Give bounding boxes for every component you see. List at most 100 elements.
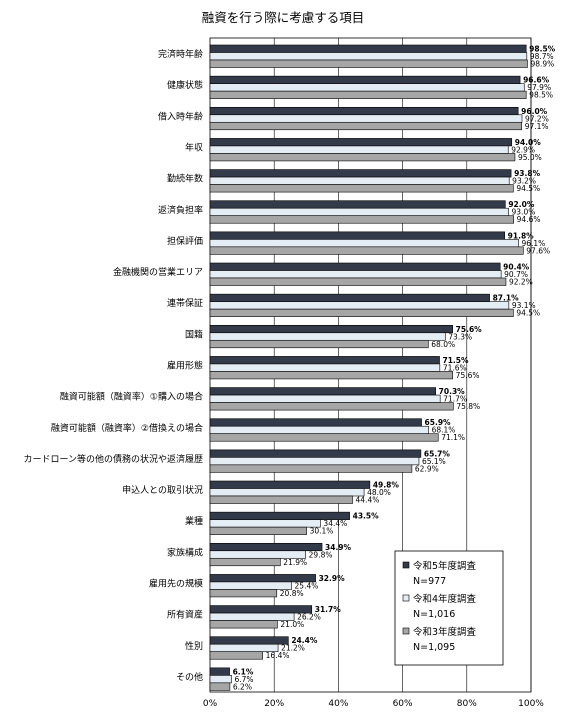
data-label: 97.2% xyxy=(525,114,549,123)
data-label: 16.4% xyxy=(266,651,290,660)
data-label: 6.1% xyxy=(233,667,254,676)
category-label: 金融機関の営業エリア xyxy=(113,266,203,278)
category-label: 担保評価 xyxy=(167,235,203,247)
bar xyxy=(209,231,505,240)
bar xyxy=(209,308,514,317)
bar xyxy=(209,402,454,411)
data-label: 6.7% xyxy=(235,675,254,684)
data-label: 21.2% xyxy=(281,644,305,653)
legend-swatch xyxy=(402,594,410,602)
category-label: 借入時年齢 xyxy=(158,110,203,122)
bar xyxy=(209,106,519,116)
data-label: 92.0% xyxy=(508,200,535,209)
data-label: 65.9% xyxy=(425,418,452,427)
data-label: 71.7% xyxy=(443,395,467,404)
bar xyxy=(209,169,512,178)
data-label: 65.7% xyxy=(424,449,451,458)
data-label: 94.5% xyxy=(516,184,540,193)
data-label: 98.5% xyxy=(529,91,553,100)
category-label: その他 xyxy=(176,671,203,683)
bar xyxy=(209,207,509,217)
bar xyxy=(209,121,522,131)
x-tick-label: 20% xyxy=(264,699,284,709)
bar xyxy=(209,675,232,684)
data-label: 98.5% xyxy=(529,45,556,54)
data-label: 97.1% xyxy=(525,122,549,131)
bar xyxy=(209,277,507,286)
bar xyxy=(209,44,527,53)
bar xyxy=(209,636,289,645)
bar xyxy=(209,542,323,552)
bar xyxy=(209,90,527,99)
x-tick-label: 60% xyxy=(393,699,413,709)
data-label: 97.9% xyxy=(527,83,551,92)
bar xyxy=(209,464,413,473)
bar xyxy=(209,138,513,147)
bar xyxy=(209,301,510,310)
bar xyxy=(209,394,441,403)
category-label: 健康状態 xyxy=(167,79,203,91)
data-label: 43.5% xyxy=(353,512,380,521)
bar xyxy=(209,519,321,528)
x-tick-label: 100% xyxy=(518,699,544,709)
legend: 令和5年度調査 N=977 令和4年度調査 N=1,016 令和3年度調査 N=1,095 xyxy=(394,550,504,666)
category-label: 申込人との取引状況 xyxy=(122,484,203,496)
legend-box xyxy=(394,550,504,666)
bar xyxy=(209,83,525,92)
data-label: 93.1% xyxy=(512,301,536,310)
data-label: 96.0% xyxy=(521,107,548,116)
category-label: 連帯保証 xyxy=(167,297,203,309)
category-label: 国籍 xyxy=(185,328,203,340)
bar xyxy=(209,176,510,185)
category-label: 完済時年齢 xyxy=(158,48,203,60)
data-label: 34.9% xyxy=(325,543,352,552)
category-label: 業種 xyxy=(185,515,203,527)
data-label: 21.0% xyxy=(280,620,304,629)
category-labels: 完済時年齢健康状態借入時年齢年収勤続年数返済負担率担保評価金融機関の営業エリア連… xyxy=(23,48,203,683)
bar xyxy=(209,52,528,61)
bar xyxy=(209,589,278,598)
chart-title: 融資を行う際に考慮する項目 xyxy=(202,10,365,25)
bar xyxy=(209,75,521,84)
data-label: 65.1% xyxy=(422,457,446,466)
category-label: 家族構成 xyxy=(167,546,203,558)
bar xyxy=(209,387,436,396)
bar xyxy=(209,557,281,567)
data-label: 98.7% xyxy=(530,52,554,61)
bar xyxy=(209,363,441,372)
bar xyxy=(209,324,453,334)
legend-series-name: 令和3年度調査 xyxy=(413,626,477,638)
bar xyxy=(209,449,422,458)
bar xyxy=(209,526,307,535)
category-label: 雇用先の規模 xyxy=(149,578,203,590)
bar xyxy=(209,667,230,676)
bar xyxy=(209,651,263,660)
legend-swatch xyxy=(402,627,410,635)
data-label: 94.6% xyxy=(517,215,541,224)
bar xyxy=(209,356,440,365)
data-label: 21.9% xyxy=(283,558,307,567)
data-label: 44.4% xyxy=(356,496,380,505)
bar xyxy=(209,153,516,162)
legend-series-n: N=1,016 xyxy=(413,609,455,620)
data-label: 93.0% xyxy=(512,208,536,217)
data-label: 73.3% xyxy=(448,332,472,341)
x-tick-label: 0% xyxy=(203,699,218,709)
legend-swatch xyxy=(402,561,410,569)
legend-series-name: 令和5年度調査 xyxy=(413,560,477,572)
bar xyxy=(209,488,365,497)
bar xyxy=(209,293,490,302)
bar xyxy=(209,433,439,442)
bar xyxy=(209,620,278,629)
data-label: 68.0% xyxy=(431,340,455,349)
data-label: 6.2% xyxy=(233,682,252,691)
bar xyxy=(209,114,523,123)
bar xyxy=(209,480,371,489)
data-label: 90.7% xyxy=(504,270,528,279)
data-label: 25.4% xyxy=(295,581,319,590)
bar xyxy=(209,682,231,691)
data-label: 71.6% xyxy=(443,363,467,372)
data-label: 34.4% xyxy=(323,519,347,528)
bar xyxy=(209,145,509,154)
